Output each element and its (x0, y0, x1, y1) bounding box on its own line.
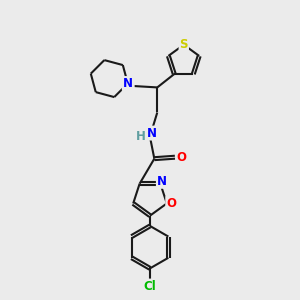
Text: N: N (123, 77, 133, 90)
Text: N: N (124, 77, 134, 90)
Text: O: O (166, 197, 176, 210)
Text: H: H (136, 130, 146, 142)
Text: O: O (176, 151, 186, 164)
Text: N: N (157, 175, 167, 188)
Text: N: N (147, 127, 157, 140)
Text: Cl: Cl (144, 280, 156, 292)
Text: S: S (179, 38, 188, 51)
